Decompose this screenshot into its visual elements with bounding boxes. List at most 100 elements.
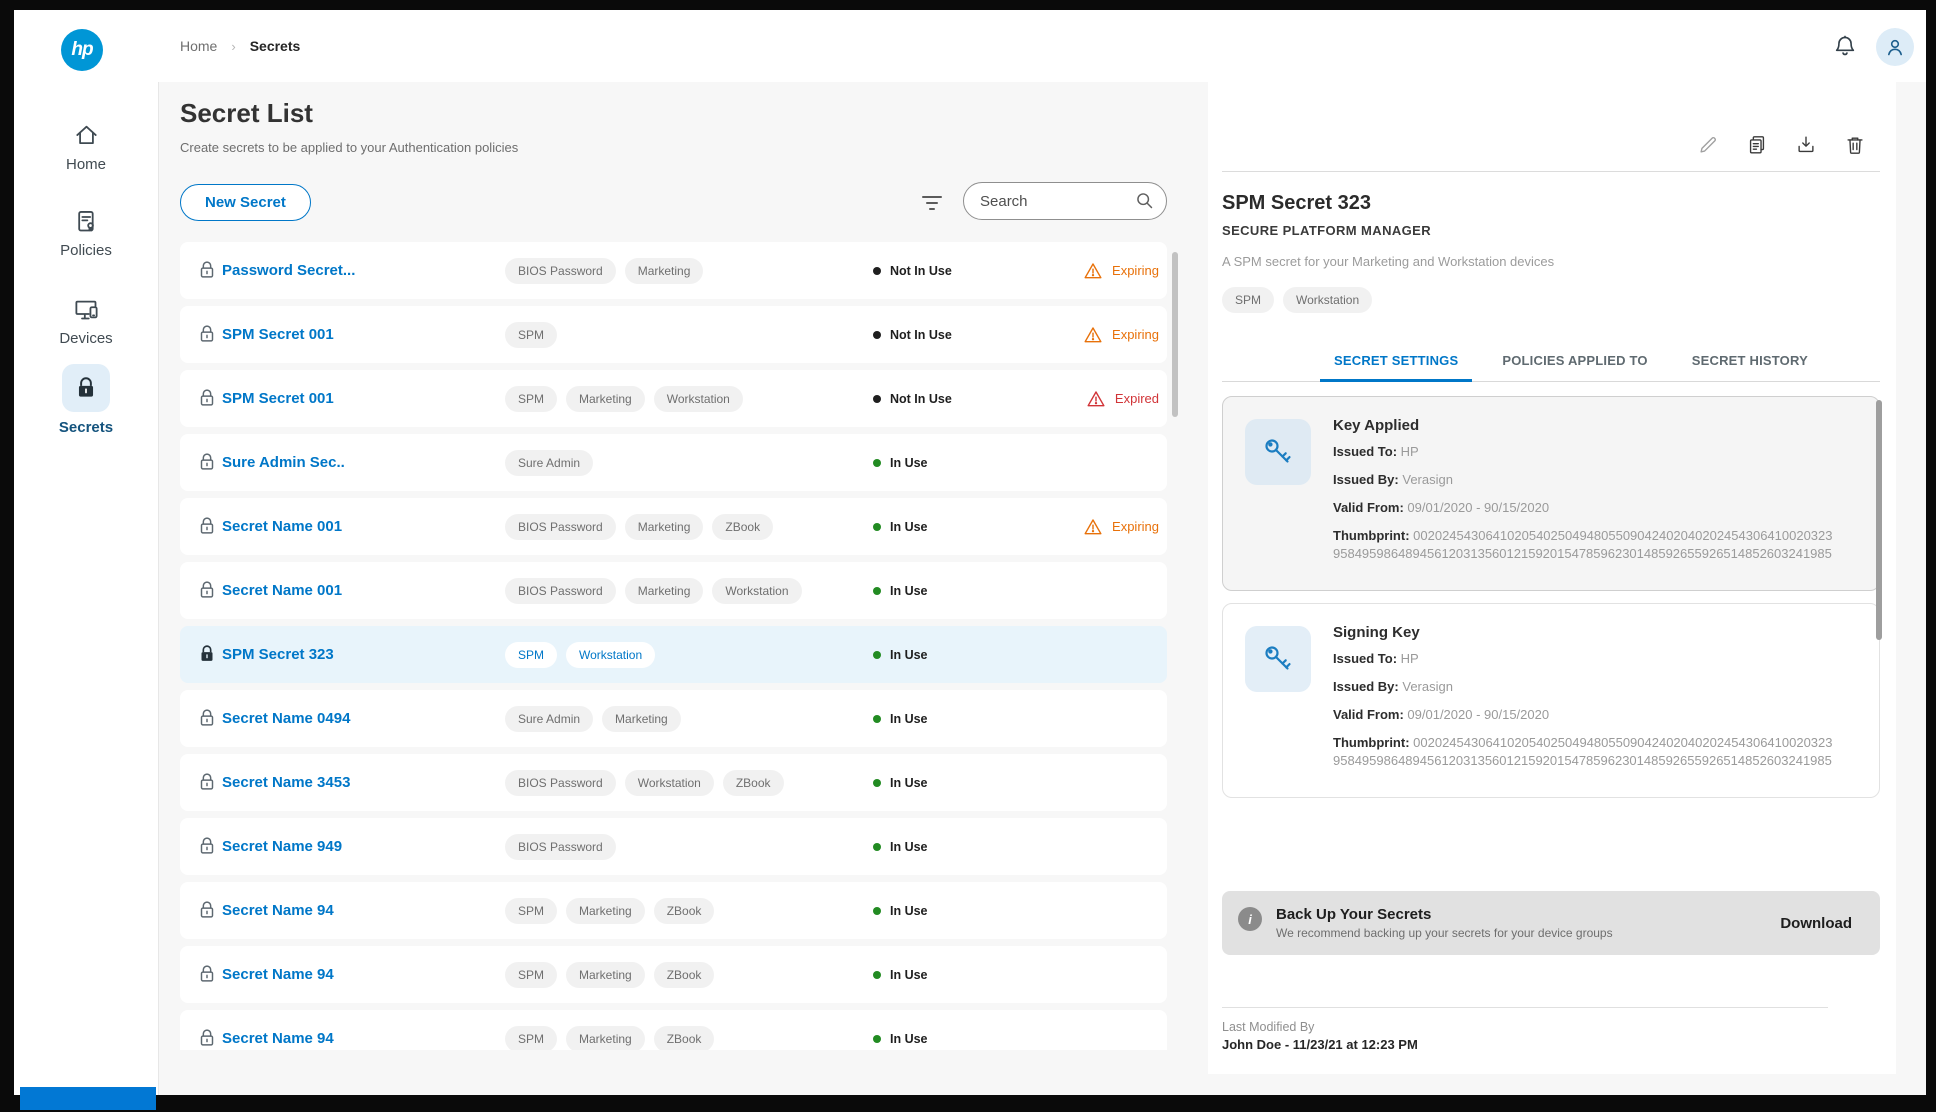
secret-row[interactable]: Password Secret... BIOS Password Marketing… bbox=[180, 242, 1167, 299]
status-dot bbox=[873, 906, 881, 915]
secret-name-link[interactable]: Password Secret... bbox=[222, 262, 356, 279]
row-tags: BIOS Password Marketing bbox=[505, 257, 704, 284]
secret-row[interactable]: Secret Name 94 SPM Marketing ZBook In Use bbox=[180, 1010, 1167, 1050]
tag-pill: SPM bbox=[505, 385, 558, 412]
secret-name-link[interactable]: Secret Name 94 bbox=[222, 966, 334, 983]
secret-name-link[interactable]: Secret Name 94 bbox=[222, 902, 334, 919]
tag-pill: Marketing bbox=[624, 513, 704, 540]
sidebar-item-home[interactable]: Home bbox=[14, 122, 158, 173]
last-modified-label: Last Modified By bbox=[1222, 1020, 1315, 1034]
sidebar-item-policies[interactable]: Policies bbox=[14, 208, 158, 259]
tag-pill: SPM bbox=[505, 641, 558, 668]
secret-row[interactable]: SPM Secret 323 SPM Workstation In Use bbox=[180, 626, 1167, 683]
row-tags: SPM Marketing ZBook bbox=[505, 1025, 715, 1050]
secret-tags: SPM Workstation bbox=[1222, 287, 1880, 313]
expiry-badge: Expiring bbox=[1083, 261, 1159, 281]
key-field-label: Thumbprint: bbox=[1333, 734, 1414, 750]
secret-row[interactable]: Secret Name 3453 BIOS Password Workstation… bbox=[180, 754, 1167, 811]
tag-pill: ZBook bbox=[653, 1025, 715, 1050]
tag-pill: BIOS Password bbox=[505, 257, 616, 284]
key-card[interactable]: Signing Key Issued To: HP Issued By: Veras… bbox=[1222, 603, 1880, 798]
tag-pill: BIOS Password bbox=[505, 513, 616, 540]
tab-secret-history[interactable]: SECRET HISTORY bbox=[1691, 353, 1808, 368]
new-secret-button[interactable]: New Secret bbox=[180, 184, 311, 221]
user-avatar-icon[interactable] bbox=[1876, 28, 1914, 66]
secret-name-link[interactable]: Sure Admin Sec.. bbox=[222, 454, 345, 471]
status-label: In Use bbox=[890, 775, 928, 790]
breadcrumb-home[interactable]: Home bbox=[180, 38, 218, 54]
modified-divider bbox=[1222, 1007, 1828, 1008]
secret-name-link[interactable]: Secret Name 001 bbox=[222, 582, 343, 599]
copy-icon[interactable] bbox=[1746, 134, 1768, 156]
lock-icon bbox=[196, 387, 218, 409]
tag-pill: Marketing bbox=[566, 1025, 645, 1050]
tag-pill: Workstation bbox=[653, 385, 743, 412]
search-input[interactable] bbox=[963, 182, 1167, 220]
trash-icon[interactable] bbox=[1844, 134, 1866, 156]
status: In Use bbox=[873, 840, 928, 854]
status-label: In Use bbox=[890, 711, 928, 726]
secret-name-link[interactable]: SPM Secret 001 bbox=[222, 390, 334, 407]
download-icon[interactable] bbox=[1795, 134, 1817, 156]
secret-name-link[interactable]: Secret Name 3453 bbox=[222, 774, 351, 791]
secret-name-link[interactable]: Secret Name 001 bbox=[222, 518, 343, 535]
topbar: hp Home › Secrets bbox=[14, 10, 1926, 83]
pencil-icon[interactable] bbox=[1697, 134, 1719, 156]
row-tags: SPM Marketing ZBook bbox=[505, 961, 715, 988]
expiry-badge: Expired bbox=[1086, 389, 1159, 409]
secret-row[interactable]: Sure Admin Sec.. Sure Admin In Use bbox=[180, 434, 1167, 491]
status: In Use bbox=[873, 968, 928, 982]
secret-row[interactable]: SPM Secret 001 SPM Not In Use Expiring bbox=[180, 306, 1167, 363]
row-tags: BIOS Password Workstation ZBook bbox=[505, 769, 784, 796]
status: In Use bbox=[873, 648, 928, 662]
row-tags: BIOS Password bbox=[505, 833, 616, 860]
secret-name-link[interactable]: Secret Name 0494 bbox=[222, 710, 351, 727]
sidebar-item-secrets[interactable]: Secrets bbox=[14, 364, 158, 436]
status-dot bbox=[873, 330, 881, 339]
tab-policies-applied-to[interactable]: POLICIES APPLIED TO bbox=[1502, 353, 1648, 368]
tag-pill: Marketing bbox=[624, 257, 704, 284]
lock-icon bbox=[196, 323, 218, 345]
secret-name-link[interactable]: SPM Secret 323 bbox=[222, 646, 334, 663]
download-link[interactable]: Download bbox=[1780, 914, 1852, 932]
list-scrollbar[interactable] bbox=[1172, 252, 1178, 417]
tag-pill: Workstation bbox=[566, 641, 656, 668]
status-label: In Use bbox=[890, 1031, 928, 1046]
filter-icon[interactable] bbox=[917, 188, 947, 218]
sidebar-item-devices[interactable]: Devices bbox=[14, 296, 158, 347]
main-content: Secret List Create secrets to be applied… bbox=[159, 82, 1926, 1095]
info-icon: i bbox=[1238, 907, 1262, 931]
panel-scrollbar[interactable] bbox=[1876, 400, 1882, 640]
tab-secret-settings[interactable]: SECRET SETTINGS bbox=[1319, 353, 1473, 382]
key-field: Issued To: HP bbox=[1333, 650, 1857, 669]
sidebar-item-label: Devices bbox=[59, 330, 113, 347]
status: In Use bbox=[873, 456, 928, 470]
status-label: Not In Use bbox=[890, 391, 952, 406]
status: In Use bbox=[873, 776, 928, 790]
key-card[interactable]: Key Applied Issued To: HP Issued By: Veras… bbox=[1222, 396, 1880, 591]
secret-row[interactable]: Secret Name 949 BIOS Password In Use bbox=[180, 818, 1167, 875]
secret-name-link[interactable]: Secret Name 94 bbox=[222, 1030, 334, 1047]
secret-name-link[interactable]: Secret Name 949 bbox=[222, 838, 343, 855]
secret-row[interactable]: Secret Name 94 SPM Marketing ZBook In Use bbox=[180, 882, 1167, 939]
taskbar-accent bbox=[20, 1087, 156, 1110]
expiry-badge: Expiring bbox=[1083, 325, 1159, 345]
tag-pill: SPM bbox=[1222, 287, 1275, 313]
secret-detail-panel: SPM Secret 323 SECURE PLATFORM MANAGER A… bbox=[1208, 82, 1896, 1074]
secret-row[interactable]: Secret Name 001 BIOS Password Marketing ZBo… bbox=[180, 498, 1167, 555]
lock-icon bbox=[196, 643, 218, 665]
notifications-bell-icon[interactable] bbox=[1832, 34, 1858, 60]
secret-list: Password Secret... BIOS Password Marketing… bbox=[180, 242, 1167, 1050]
secret-row[interactable]: Secret Name 0494 Sure Admin Marketing In Us… bbox=[180, 690, 1167, 747]
sidebar: Home Policies bbox=[14, 82, 159, 1095]
secret-row[interactable]: Secret Name 001 BIOS Password Marketing Wor… bbox=[180, 562, 1167, 619]
status-dot bbox=[873, 650, 881, 659]
secret-row[interactable]: Secret Name 94 SPM Marketing ZBook In Use bbox=[180, 946, 1167, 1003]
thumbprint-line: 9584959864894561203135601215920154785962… bbox=[1333, 753, 1832, 769]
secret-name-link[interactable]: SPM Secret 001 bbox=[222, 326, 334, 343]
chevron-right-icon: › bbox=[231, 38, 236, 54]
policies-icon bbox=[73, 208, 100, 235]
secret-row[interactable]: SPM Secret 001 SPM Marketing Workstation Not… bbox=[180, 370, 1167, 427]
key-field-value: 09/01/2020 - 90/15/2020 bbox=[1407, 706, 1550, 722]
